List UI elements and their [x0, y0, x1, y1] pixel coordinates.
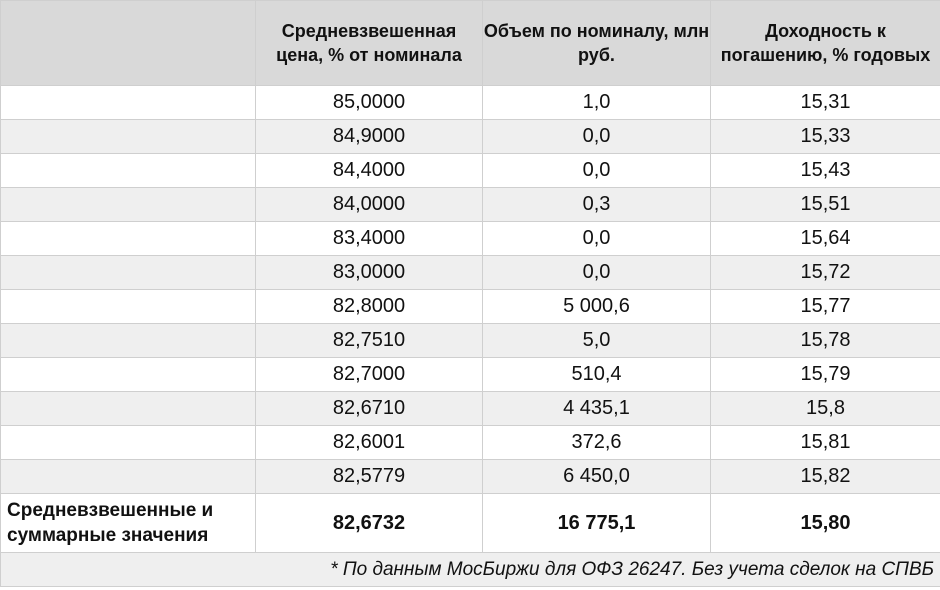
price-cell: 84,0000	[255, 187, 483, 222]
yield-cell: 15,72	[710, 255, 940, 290]
volume-cell: 1,0	[482, 85, 711, 120]
row-label-cell	[0, 459, 256, 494]
row-label-cell	[0, 85, 256, 120]
header-empty-cell	[0, 0, 256, 86]
volume-cell: 372,6	[482, 425, 711, 460]
yield-cell: 15,43	[710, 153, 940, 188]
header-volume: Объем по номиналу, млн руб.	[482, 0, 711, 86]
price-cell: 82,7510	[255, 323, 483, 358]
price-cell: 82,7000	[255, 357, 483, 392]
row-label-cell	[0, 289, 256, 324]
yield-cell: 15,64	[710, 221, 940, 256]
summary-price: 82,6732	[255, 493, 483, 553]
row-label-cell	[0, 119, 256, 154]
price-cell: 83,0000	[255, 255, 483, 290]
table-row: 82,8000 5 000,6 15,77	[0, 289, 940, 324]
table-header: Средневзвешенная цена, % от номинала Объ…	[0, 0, 940, 86]
table-row: 82,5779 6 450,0 15,82	[0, 459, 940, 494]
price-cell: 83,4000	[255, 221, 483, 256]
summary-yield: 15,80	[710, 493, 940, 553]
yield-cell: 15,33	[710, 119, 940, 154]
yield-cell: 15,8	[710, 391, 940, 426]
header-price: Средневзвешенная цена, % от номинала	[255, 0, 483, 86]
price-cell: 82,6710	[255, 391, 483, 426]
summary-label: Средневзвешенные и суммарные значения	[0, 493, 256, 553]
volume-cell: 6 450,0	[482, 459, 711, 494]
price-cell: 82,8000	[255, 289, 483, 324]
volume-cell: 5 000,6	[482, 289, 711, 324]
row-label-cell	[0, 357, 256, 392]
price-cell: 85,0000	[255, 85, 483, 120]
table-row: 85,0000 1,0 15,31	[0, 85, 940, 120]
row-label-cell	[0, 187, 256, 222]
row-label-cell	[0, 391, 256, 426]
price-cell: 82,5779	[255, 459, 483, 494]
row-label-cell	[0, 153, 256, 188]
yield-cell: 15,78	[710, 323, 940, 358]
yield-cell: 15,81	[710, 425, 940, 460]
price-cell: 84,4000	[255, 153, 483, 188]
row-label-cell	[0, 425, 256, 460]
table-row: 82,6710 4 435,1 15,8	[0, 391, 940, 426]
header-row: Средневзвешенная цена, % от номинала Объ…	[0, 0, 940, 86]
table-row: 83,4000 0,0 15,64	[0, 221, 940, 256]
volume-cell: 510,4	[482, 357, 711, 392]
volume-cell: 0,0	[482, 221, 711, 256]
volume-cell: 5,0	[482, 323, 711, 358]
price-cell: 82,6001	[255, 425, 483, 460]
yield-cell: 15,79	[710, 357, 940, 392]
summary-volume: 16 775,1	[482, 493, 711, 553]
yield-cell: 15,31	[710, 85, 940, 120]
row-label-cell	[0, 221, 256, 256]
table-row: 83,0000 0,0 15,72	[0, 255, 940, 290]
row-label-cell	[0, 255, 256, 290]
row-label-cell	[0, 323, 256, 358]
volume-cell: 0,3	[482, 187, 711, 222]
table-row: 84,4000 0,0 15,43	[0, 153, 940, 188]
header-yield: Доходность к погашению, % годовых	[710, 0, 940, 86]
volume-cell: 4 435,1	[482, 391, 711, 426]
table-row: 82,7510 5,0 15,78	[0, 323, 940, 358]
table-row: 84,9000 0,0 15,33	[0, 119, 940, 154]
table-row: 84,0000 0,3 15,51	[0, 187, 940, 222]
summary-row: Средневзвешенные и суммарные значения 82…	[0, 493, 940, 553]
volume-cell: 0,0	[482, 153, 711, 188]
volume-cell: 0,0	[482, 255, 711, 290]
table-row: 82,6001 372,6 15,81	[0, 425, 940, 460]
price-cell: 84,9000	[255, 119, 483, 154]
volume-cell: 0,0	[482, 119, 711, 154]
table-body: 85,0000 1,0 15,31 84,9000 0,0 15,33 84,4000 0,0…	[0, 85, 940, 587]
yield-cell: 15,82	[710, 459, 940, 494]
yield-cell: 15,51	[710, 187, 940, 222]
table-row: 82,7000 510,4 15,79	[0, 357, 940, 392]
yield-cell: 15,77	[710, 289, 940, 324]
footnote: * По данным МосБиржи для ОФЗ 26247. Без …	[0, 552, 940, 587]
footnote-row: * По данным МосБиржи для ОФЗ 26247. Без …	[0, 552, 940, 587]
